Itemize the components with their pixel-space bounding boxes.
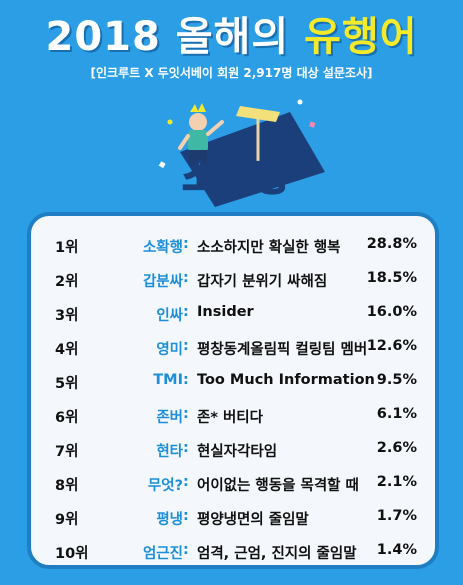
vote-percent: 2.6%: [376, 440, 417, 456]
vote-percent: 16.0%: [366, 304, 417, 320]
buzzword: 엄근진: [142, 546, 183, 562]
vote-percent: 1.7%: [376, 508, 417, 524]
buzzword: 소확행: [142, 240, 183, 256]
celebration-illustration: 소확행: [158, 99, 325, 207]
ranking-row: 2위 갑분싸: 갑자기 분위기 싸해짐 18.5%: [31, 262, 435, 296]
vote-percent: 2.1%: [376, 474, 417, 490]
ranking-row: 1위 소확행: 소소하지만 확실한 행복 28.8%: [31, 228, 435, 262]
vote-percent: 1.4%: [376, 542, 417, 558]
rank-label: 6위: [55, 410, 79, 426]
separator-colon: :: [183, 236, 189, 252]
ranking-card: 1위 소확행: 소소하지만 확실한 행복 28.8% 2위 갑분싸: 갑자기 분위기 싸해짐…: [27, 212, 439, 569]
ranking-row: 9위 평냉: 평양냉면의 줄임말 1.7%: [31, 500, 435, 534]
backdrop-shape: [180, 112, 325, 207]
person-body-icon: [188, 130, 208, 152]
ranking-row: 4위 영미: 평창동계올림픽 컬링팀 멤버 12.6%: [31, 330, 435, 364]
ranking-row: 3위 인싸: Insider 16.0%: [31, 296, 435, 330]
sign-ribbon-icon: [236, 106, 280, 122]
rank-label: 7위: [55, 444, 79, 460]
buzzword: 존버: [156, 410, 183, 426]
rank-label: 1위: [55, 240, 79, 256]
separator-colon: :: [183, 406, 189, 422]
buzzword-meaning: 어이없는 행동을 목격할 때: [197, 478, 359, 494]
buzzword-meaning: Too Much Information: [197, 372, 375, 388]
rank-label: 2위: [55, 274, 79, 290]
buzzword-meaning: 갑자기 분위기 싸해짐: [197, 274, 328, 290]
buzzword-meaning: Insider: [197, 304, 254, 320]
ranking-row: 6위 존버: 존* 버티다 6.1%: [31, 398, 435, 432]
ranking-row: 7위 현타: 현실자각타임 2.6%: [31, 432, 435, 466]
vote-percent: 28.8%: [366, 236, 417, 252]
banner-word: 소확행: [183, 155, 288, 199]
title-yellow-part: 유행어: [304, 14, 418, 60]
buzzword-meaning: 엄격, 근엄, 진지의 줄임말: [197, 546, 357, 562]
person-head-icon: [189, 113, 207, 131]
buzzword: 평냉: [156, 512, 183, 528]
buzzword: 현타: [156, 444, 183, 460]
separator-colon: :: [183, 270, 189, 286]
buzzword-meaning: 평양냉면의 줄임말: [197, 512, 309, 528]
rank-label: 4위: [55, 342, 79, 358]
buzzword: TMI: [153, 372, 183, 388]
separator-colon: :: [183, 372, 189, 388]
separator-colon: :: [183, 508, 189, 524]
buzzword-meaning: 평창동계올림픽 컬링팀 멤버: [197, 342, 368, 358]
ranking-row: 8위 무엇?: 어이없는 행동을 목격할 때 2.1%: [31, 466, 435, 500]
buzzword: 인싸: [156, 308, 183, 324]
rank-label: 3위: [55, 308, 79, 324]
vote-percent: 6.1%: [376, 406, 417, 422]
page-title: 2018 올해의 유행어: [0, 4, 463, 62]
rank-label: 9위: [55, 512, 79, 528]
buzzword: 갑분싸: [142, 274, 183, 290]
buzzword-meaning: 현실자각타임: [197, 444, 278, 460]
separator-colon: :: [183, 474, 189, 490]
separator-colon: :: [183, 542, 189, 558]
crown-icon: [190, 103, 206, 112]
vote-percent: 9.5%: [376, 372, 417, 388]
buzzword-meaning: 소소하지만 확실한 행복: [197, 240, 341, 256]
rank-label: 8위: [55, 478, 79, 494]
vote-percent: 12.6%: [366, 338, 417, 354]
ranking-row: 10위 엄근진: 엄격, 근엄, 진지의 줄임말 1.4%: [31, 534, 435, 568]
title-white-part: 2018 올해의: [45, 14, 290, 60]
vote-percent: 18.5%: [366, 270, 417, 286]
ranking-row: 5위 TMI: Too Much Information 9.5%: [31, 364, 435, 398]
rank-label: 5위: [55, 376, 79, 392]
buzzword: 무엇?: [147, 478, 183, 494]
separator-colon: :: [183, 440, 189, 456]
buzzword: 영미: [156, 342, 183, 358]
buzzword-meaning: 존* 버티다: [197, 410, 263, 426]
separator-colon: :: [183, 338, 189, 354]
survey-subtitle: [인크루트 X 두잇서베이 회원 2,917명 대상 설문조사]: [90, 66, 373, 80]
rank-label: 10위: [55, 546, 89, 562]
separator-colon: :: [183, 304, 189, 320]
